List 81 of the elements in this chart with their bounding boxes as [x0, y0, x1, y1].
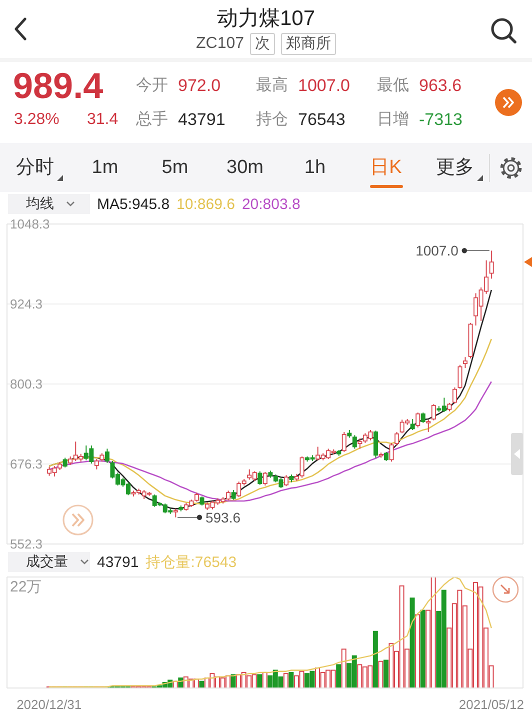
text: 972.0 — [178, 76, 221, 95]
bar — [383, 660, 388, 688]
y-tick-label: 1048.3 — [10, 216, 50, 232]
text: 动力煤107 — [216, 7, 316, 30]
annotation: 1007.0 — [416, 242, 459, 259]
bar — [415, 614, 420, 688]
candlestick — [258, 470, 262, 486]
candlestick — [231, 490, 236, 500]
text: 持仓量:76543 — [146, 554, 237, 570]
text: ZC107 — [196, 35, 244, 52]
candlestick — [452, 386, 457, 404]
text: 5m — [162, 157, 188, 178]
candlestick — [373, 430, 378, 458]
text: 22万 — [10, 578, 42, 596]
text: 总手 — [136, 111, 168, 128]
text: 最低 — [377, 77, 409, 94]
candlestick — [431, 404, 436, 421]
annotation: 593.6 — [205, 509, 241, 526]
bar — [262, 672, 268, 688]
bar — [257, 674, 262, 688]
line-series — [48, 338, 492, 504]
candlestick — [94, 458, 99, 470]
text: 20:803.8 — [242, 196, 300, 212]
text: 更多 — [436, 157, 474, 178]
line-series — [48, 380, 492, 502]
text: 43791 — [178, 110, 226, 129]
candlestick — [384, 451, 389, 462]
text: 持仓 — [256, 111, 288, 128]
text: 次 — [255, 35, 270, 52]
text: 今开 — [136, 77, 168, 94]
text: 43791 — [97, 554, 139, 570]
candlestick — [62, 457, 68, 468]
text: 1h — [304, 157, 326, 178]
text: -7313 — [419, 110, 462, 129]
candlestick — [410, 418, 415, 430]
candlestick — [262, 471, 268, 486]
y-tick-label: 924.3 — [10, 296, 43, 312]
x-tick-label: 2020/12/31 — [16, 697, 82, 712]
candlestick — [489, 250, 494, 280]
text: 76543 — [298, 110, 346, 129]
legend-title: 均线 — [26, 195, 54, 213]
bar — [288, 672, 294, 688]
bar — [378, 660, 384, 688]
candlestick — [458, 364, 462, 390]
bar — [410, 598, 415, 688]
candlestick — [426, 419, 431, 432]
candlestick — [200, 496, 204, 506]
text: 10:869.6 — [176, 196, 235, 212]
text: 最高 — [256, 77, 288, 94]
text: 31.4 — [87, 111, 118, 128]
candlestick — [352, 434, 357, 450]
text: 1007.0 — [298, 76, 350, 95]
legend-title: 成交量 — [26, 553, 68, 571]
bar — [341, 648, 346, 688]
text: 963.6 — [419, 76, 462, 95]
candlestick — [394, 431, 400, 446]
candlestick — [284, 474, 288, 487]
bar — [283, 673, 288, 688]
text: 分时 — [16, 157, 54, 178]
candlestick — [420, 412, 426, 424]
bar — [372, 630, 378, 688]
candlestick — [104, 448, 110, 464]
bar — [199, 680, 204, 688]
text: 日增 — [377, 111, 409, 128]
text: MA5:945.8 — [97, 196, 170, 212]
y-tick-label: 800.3 — [10, 376, 43, 392]
text: 989.4 — [13, 65, 104, 106]
text: 3.28% — [14, 111, 60, 128]
text: 日K — [370, 157, 402, 178]
y-tick-label: 552.3 — [10, 536, 43, 552]
text: 郑商所 — [286, 35, 332, 52]
candlestick — [416, 412, 420, 428]
candlestick — [342, 431, 346, 452]
candlestick — [389, 442, 394, 462]
bar — [336, 664, 342, 688]
x-tick-label: 2021/05/12 — [458, 697, 524, 712]
bar — [420, 610, 426, 688]
y-tick-label: 676.3 — [10, 456, 43, 472]
text: 30m — [226, 157, 264, 178]
text: 1m — [92, 157, 118, 178]
candlestick — [463, 356, 468, 369]
